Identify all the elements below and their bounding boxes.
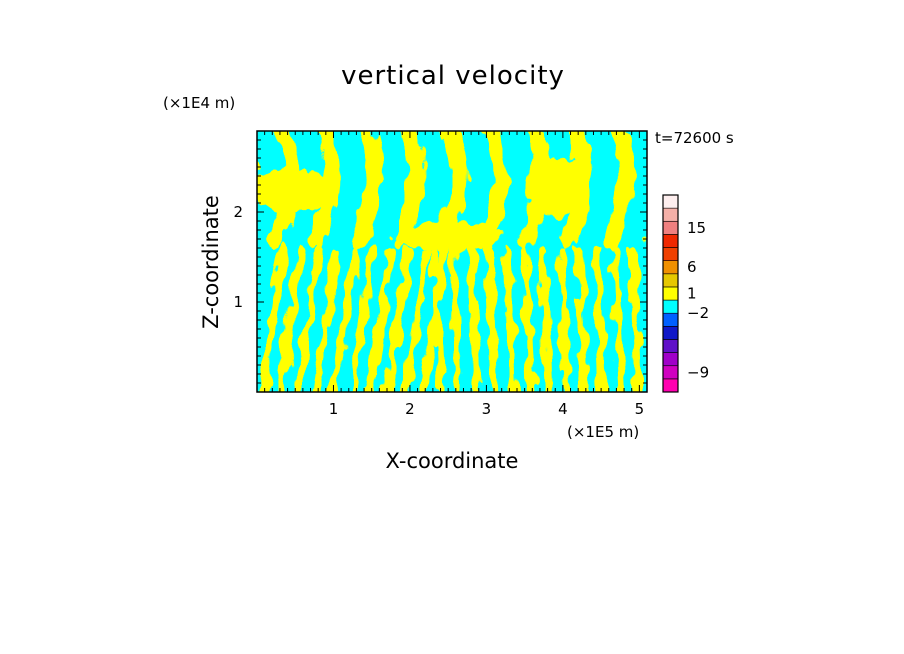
field-stripe bbox=[308, 131, 341, 249]
y-tick-label: 1 bbox=[233, 293, 243, 311]
x-tick-label: 5 bbox=[635, 400, 645, 418]
field-stripe bbox=[449, 247, 463, 392]
colorbar-segment bbox=[662, 207, 679, 222]
field-stripe bbox=[467, 247, 481, 392]
colorbar-segment bbox=[662, 312, 679, 327]
field-stripe bbox=[593, 247, 607, 392]
field-stripe bbox=[311, 247, 341, 392]
colorbar-label: 15 bbox=[687, 219, 706, 237]
field-stripe bbox=[383, 247, 413, 392]
field-stripe bbox=[476, 131, 509, 249]
field-stripe bbox=[575, 247, 589, 392]
colorbar-segment bbox=[662, 194, 679, 209]
field-stripe bbox=[232, 126, 248, 241]
x-axis-title: X-coordinate bbox=[386, 449, 519, 473]
field-stripe bbox=[521, 247, 535, 392]
field-stripe bbox=[503, 247, 517, 392]
field-stripe bbox=[557, 247, 571, 392]
field-stripe bbox=[275, 247, 305, 392]
x-tick-label: 3 bbox=[482, 400, 492, 418]
colorbar-segment bbox=[662, 365, 679, 380]
colorbar-segment bbox=[662, 352, 679, 367]
x-tick-label: 4 bbox=[558, 400, 568, 418]
field-stripe-group bbox=[232, 126, 647, 392]
field-stripe bbox=[365, 247, 395, 392]
field-stripe bbox=[602, 131, 635, 249]
field-stripe bbox=[347, 247, 377, 392]
field-stripe bbox=[629, 247, 643, 392]
colorbar-segment bbox=[662, 247, 679, 261]
field-stripe bbox=[293, 247, 323, 392]
colorbar-segment bbox=[662, 286, 679, 301]
colorbar-segment bbox=[662, 378, 679, 393]
colorbar-segment bbox=[662, 299, 679, 314]
colorbar-segment bbox=[662, 273, 679, 288]
colorbar-segment bbox=[662, 220, 679, 235]
field-stripe bbox=[431, 247, 445, 392]
colorbar-segment bbox=[662, 339, 679, 353]
chart-title: vertical velocity bbox=[341, 61, 565, 91]
field-pattern bbox=[232, 126, 647, 392]
colorbar-segment bbox=[662, 326, 679, 340]
colorbar-label: −2 bbox=[687, 304, 709, 322]
field-stripe bbox=[611, 247, 625, 392]
y-tick-label: 2 bbox=[233, 203, 243, 221]
x-axis-ticks: 1 2 3 4 5 bbox=[264, 131, 648, 418]
y-axis-title: Z-coordinate bbox=[199, 195, 223, 329]
colorbar-label: 6 bbox=[687, 258, 697, 276]
field-stripe bbox=[485, 247, 499, 392]
field-stripe bbox=[329, 247, 359, 392]
field-stripe bbox=[539, 247, 553, 392]
time-label: t=72600 s bbox=[655, 129, 734, 147]
plot-frame bbox=[256, 130, 648, 393]
field-stripe bbox=[350, 131, 383, 249]
y-axis-ticks: 12 bbox=[233, 130, 647, 384]
colorbar-segment bbox=[662, 260, 679, 275]
x-tick-label: 2 bbox=[405, 400, 415, 418]
field-stripe bbox=[257, 247, 287, 392]
colorbar: 15 6 1−2 −9 bbox=[662, 194, 709, 393]
field-lobe bbox=[257, 169, 332, 213]
field-stripe bbox=[401, 247, 431, 392]
field-lobe bbox=[392, 222, 502, 250]
y-unit-label: (×1E4 m) bbox=[163, 94, 235, 112]
x-unit-label: (×1E5 m) bbox=[567, 423, 639, 441]
colorbar-label: 1 bbox=[687, 285, 697, 303]
colorbar-label: −9 bbox=[687, 363, 709, 381]
field-lobe bbox=[529, 156, 585, 216]
colorbar-frame bbox=[662, 194, 679, 393]
colorbar-segment bbox=[662, 234, 679, 248]
x-tick-label: 1 bbox=[329, 400, 339, 418]
